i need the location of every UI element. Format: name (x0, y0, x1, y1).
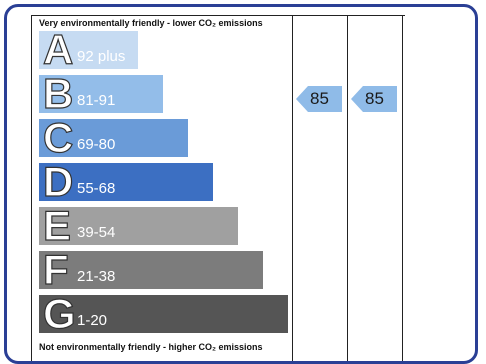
band-letter: F (42, 246, 69, 293)
column-line (292, 15, 293, 361)
band-range: 69-80 (77, 136, 116, 153)
band-letter: A (42, 26, 74, 73)
bottom-label: Not environmentally friendly - higher CO… (39, 342, 263, 352)
column-line (347, 15, 348, 361)
rating-band: C 69-80 (39, 114, 188, 161)
band-range: 92 plus (77, 48, 126, 65)
rating-band: D 55-68 (39, 158, 213, 205)
rating-frame: Very environmentally friendly - lower CO… (4, 4, 478, 364)
band-letter: D (42, 158, 74, 205)
column-line (402, 15, 403, 361)
potential-value: 85 (365, 89, 384, 108)
top-border (31, 15, 405, 16)
band-letter: B (42, 70, 74, 117)
band-letter: E (42, 202, 72, 249)
rating-band: F 21-38 (39, 246, 263, 293)
band-range: 39-54 (77, 224, 116, 241)
band-letter: G (42, 290, 76, 337)
band-range: 55-68 (77, 180, 116, 197)
column-line (31, 15, 32, 361)
rating-band: E 39-54 (39, 202, 238, 249)
rating-band: B 81-91 (39, 70, 163, 117)
rating-band: G 1-20 (39, 290, 288, 337)
current-value: 85 (310, 89, 329, 108)
band-range: 81-91 (77, 92, 116, 109)
top-label: Very environmentally friendly - lower CO… (39, 18, 263, 28)
band-letter: C (42, 114, 74, 161)
page: Very environmentally friendly - lower CO… (4, 4, 478, 364)
potential-rating: 85 (351, 86, 397, 112)
band-range: 21-38 (77, 268, 116, 285)
rating-band: A 92 plus (39, 26, 138, 73)
band-range: 1-20 (77, 312, 108, 329)
current-rating: 85 (296, 86, 342, 112)
